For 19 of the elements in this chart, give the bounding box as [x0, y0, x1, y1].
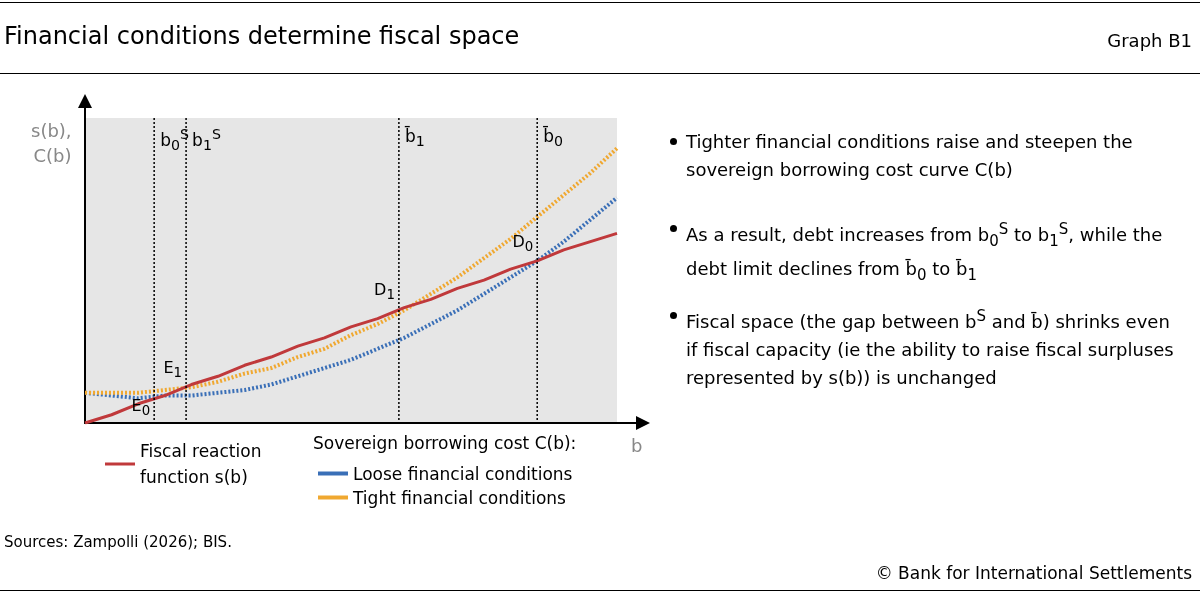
text: Tighter financial conditions raise and steepen the sovereign borrowing cost curve C(b): [686, 131, 1133, 180]
chart-title: Financial conditions determine fiscal space: [4, 22, 520, 50]
annotation: D$_{0}$: [512, 232, 534, 255]
text: As a result, debt increases from b$_{0}$$^{S}$ to b$_{1}$$^{S}$, while the debt limit declines from b̄$_{0}$ to b̄$_{1}$: [686, 220, 1163, 284]
text: b: [631, 435, 643, 456]
annotation: E$_{1}$: [163, 358, 183, 381]
text: Fiscal space (the gap between b$^{S}$ and b̄) shrinks even if fiscal capacity (ie the ability to raise fiscal surpluses represented by s(b)) is unchanged: [686, 307, 1174, 388]
caption: Graph B1: [1107, 30, 1192, 51]
source-note: Sources: Zampolli (2026); BIS.: [4, 533, 232, 551]
y-axis-title: s(b), C(b): [31, 119, 72, 168]
legend-label: Tight financial conditions: [352, 487, 567, 508]
x-axis-title: b: [160, 129, 171, 150]
annotation: b̄$_{1}$: [404, 126, 425, 150]
legend-label: Fiscal reaction function s(b): [140, 441, 267, 487]
legend-label: Loose financial conditions: [353, 463, 573, 484]
annotation: b̄$_{0}$: [543, 126, 563, 150]
annotation: D$_{1}$: [374, 280, 395, 303]
legend-title: Sovereign borrowing cost C(b):: [313, 433, 577, 453]
text: © Bank for International Settlements: [875, 563, 1192, 583]
